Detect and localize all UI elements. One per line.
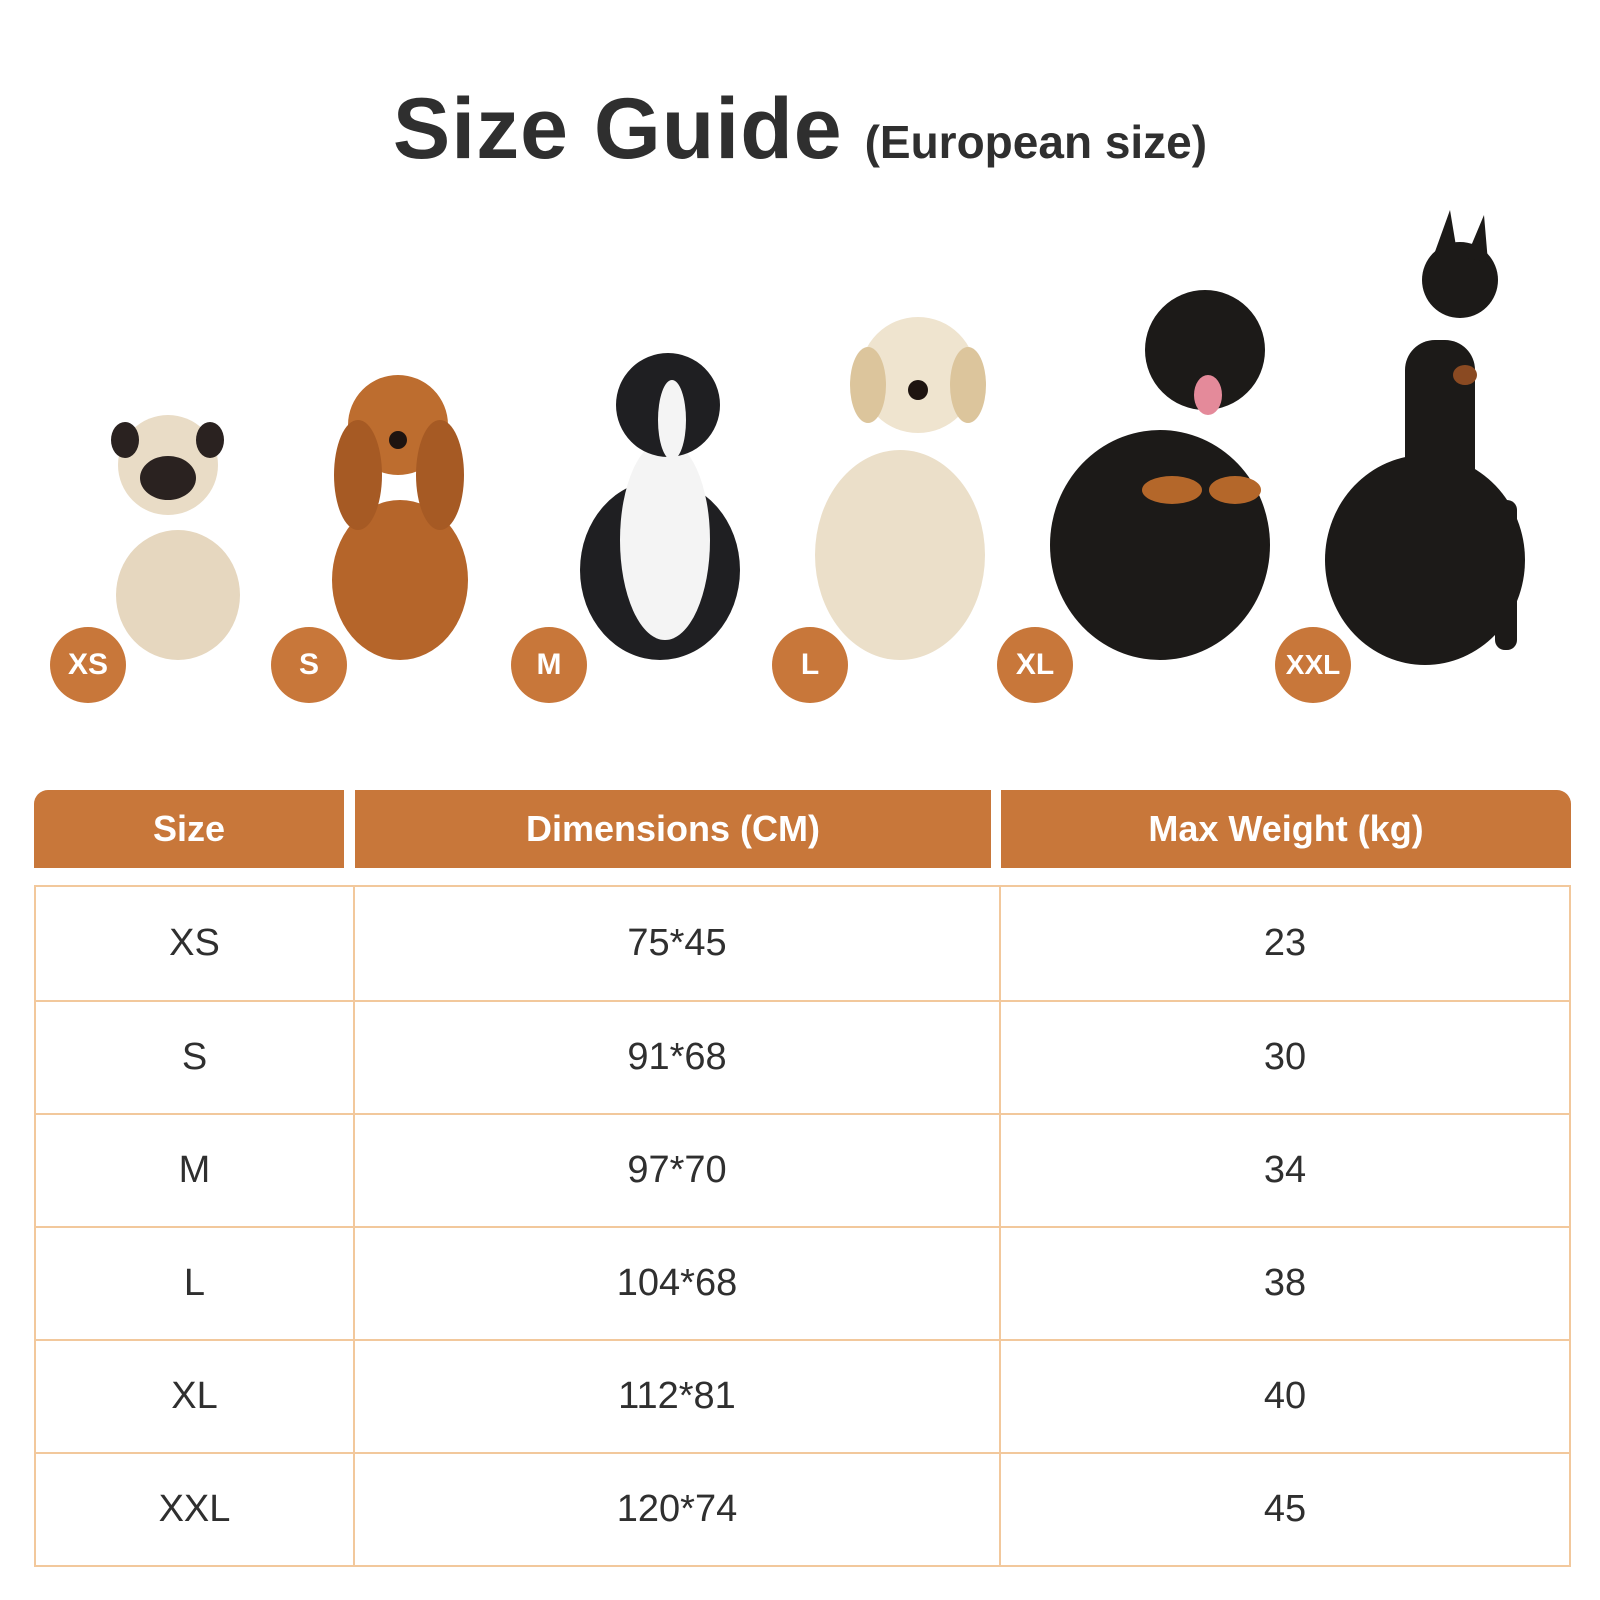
dog-illustration [580, 353, 740, 660]
table-cell: XXL [158, 1488, 231, 1530]
title: Size Guide [392, 81, 843, 177]
table-row: XXL 120*74 45 [36, 1452, 1569, 1565]
table-cell: 45 [999, 1454, 1569, 1565]
table-cell: 97*70 [353, 1115, 999, 1226]
column-header: Size [34, 790, 344, 868]
size-badge: L [772, 627, 848, 703]
table-row: XL 112*81 40 [36, 1339, 1569, 1452]
table-cell: 30 [999, 1002, 1569, 1113]
table-cell: 23 [999, 887, 1569, 1000]
size-badge: M [511, 627, 587, 703]
table-cell: 104*68 [353, 1228, 999, 1339]
table-cell: M [178, 1149, 211, 1191]
dog-illustration [1325, 210, 1525, 665]
table-cell: XL [171, 1375, 218, 1417]
dog-illustration [815, 317, 986, 660]
title-block: Size Guide (European size) [0, 80, 1600, 179]
table-row: S 91*68 30 [36, 1000, 1569, 1113]
table-row: XS 75*45 23 [36, 887, 1569, 1000]
dog-illustration [1050, 290, 1270, 660]
dog-illustration [332, 375, 468, 660]
table-cell: 40 [999, 1341, 1569, 1452]
column-header: Max Weight (kg) [1001, 790, 1571, 868]
subtitle: (European size) [864, 116, 1208, 168]
column-header: Dimensions (CM) [355, 790, 991, 868]
table-cell: 91*68 [353, 1002, 999, 1113]
table-cell: L [183, 1262, 206, 1304]
table-row: M 97*70 34 [36, 1113, 1569, 1226]
table-cell: 112*81 [353, 1341, 999, 1452]
table-cell: 120*74 [353, 1454, 999, 1565]
table-body: XS 75*45 23 S 91*68 30 M 97*70 34 L 104*68 38 XL 112*… [34, 885, 1571, 1567]
table-cell: XS [169, 922, 220, 964]
table-cell: 75*45 [353, 887, 999, 1000]
dog-illustration [111, 415, 240, 660]
table-row: L 104*68 38 [36, 1226, 1569, 1339]
table-cell: S [181, 1036, 208, 1078]
table-cell: 34 [999, 1115, 1569, 1226]
size-badge: XL [997, 627, 1073, 703]
table-cell: 38 [999, 1228, 1569, 1339]
size-badge: S [271, 627, 347, 703]
dog-illustrations [111, 210, 1525, 665]
size-badge: XS [50, 627, 126, 703]
size-badge: XXL [1275, 627, 1351, 703]
